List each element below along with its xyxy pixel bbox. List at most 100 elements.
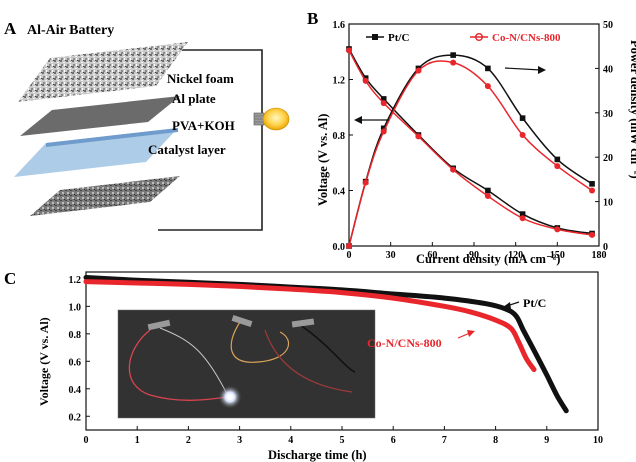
legend-marker-pt [372, 34, 378, 40]
chart-b-xtick-label: 30 [386, 250, 396, 261]
chart-c-series-line-co [83, 279, 537, 373]
chart-b-series-line-co-left [348, 50, 593, 236]
panel-a-title: Al-Air Battery [27, 23, 114, 38]
chart-c-xtick-label: 9 [544, 435, 549, 446]
chart-c-xtick-label: 4 [288, 435, 293, 446]
chart-b-xtick-label: 60 [427, 250, 437, 261]
chart-b-plot [346, 46, 596, 249]
chart-c-xlabel: Discharge time (h) [268, 448, 367, 462]
chart-b-point-co [484, 193, 491, 200]
chart-b-point-co [346, 243, 352, 249]
light-bulb-icon [253, 107, 290, 131]
chart-b-point-pt [380, 125, 387, 132]
chart-c-xtick-label: 10 [593, 435, 603, 446]
left-axis-arrow [354, 116, 389, 124]
al-plate-layer-graphic [20, 96, 180, 136]
chart-b-ylabel: Voltage (V vs. Al) [316, 114, 330, 206]
chart-b-ytick-label: 1.6 [333, 20, 346, 31]
chart-b-series-line-pt-right [348, 54, 593, 247]
chart-b-xtick-label: 0 [347, 250, 352, 261]
inset-clip-1 [147, 319, 171, 331]
chart-b-point-pt [450, 52, 456, 58]
chart-b-point-pt [519, 115, 526, 121]
chart-b-point-co [380, 100, 387, 107]
label-co: Co-N/CNs-800 [367, 330, 475, 350]
inset-wire-black [299, 324, 356, 373]
chart-c-xtick-label: 0 [84, 435, 89, 446]
pva-koh-edge [46, 128, 178, 147]
chart-b-xtick-label: 90 [469, 250, 479, 261]
chart-b-point-co [519, 132, 526, 138]
chart-b-xtick-label: 120 [508, 250, 523, 261]
chart-b-point-co [554, 163, 561, 170]
chart-c-plot [83, 274, 569, 414]
chart-b-point-co [450, 166, 457, 173]
chart-b-point-co [415, 133, 422, 140]
chart-c-xtick-label: 1 [135, 435, 140, 446]
chart-c-ylabel: Voltage (V vs. Al) [37, 317, 51, 406]
chart-c-xtick-label: 8 [493, 435, 498, 446]
chart-b-point-co [362, 179, 369, 186]
layer-label-al-plate: Al plate [172, 91, 216, 106]
chart-c-ytick-label: 1.2 [69, 275, 82, 286]
chart-c-ytick-label: 0.8 [69, 330, 82, 341]
chart-c-ytick-label: 0.6 [69, 357, 82, 368]
legend-label-pt: Pt/C [388, 32, 409, 44]
chart-b-point-co [415, 67, 422, 74]
label-pt-text: Pt/C [523, 296, 546, 310]
chart-b-point-pt [485, 187, 491, 194]
chart-b-point-co [554, 226, 561, 233]
inset-clip-2 [231, 315, 253, 327]
chart-b-legend: Pt/C Co-N/CNs-800 [366, 32, 561, 44]
chart-b-point-co [484, 83, 491, 90]
panel-b: B 0 30 60 90 120 150 180 0.0 0.4 0.8 1.2 1.6 0 10 20 30… [307, 9, 636, 266]
chart-c-ytick-label: 0.4 [69, 385, 82, 396]
chart-b-point-co [589, 187, 596, 194]
inset-wire-white [159, 327, 229, 397]
chart-b-point-pt [380, 96, 387, 102]
chart-b-y2tick-label: 50 [603, 20, 613, 31]
chart-b-point-pt [485, 65, 491, 72]
legend-label-co: Co-N/CNs-800 [492, 32, 561, 44]
chart-b-y2label: Power density (mW cm⁻²) [628, 40, 636, 179]
chart-b-xtick-label: 150 [550, 250, 565, 261]
legend-marker-co [475, 33, 484, 42]
chart-b-y2tick-label: 0 [603, 242, 608, 253]
panel-a: A Al-Air Battery Nickel foam Al plate PV… [4, 19, 290, 231]
chart-b-point-co [362, 77, 369, 84]
label-co-text: Co-N/CNs-800 [367, 336, 442, 350]
chart-c-xtick-label: 5 [340, 435, 345, 446]
panel-c: C 0 1 2 3 4 5 6 7 8 9 10 0.2 0.4 0.6 0.8 1.0 1.2 Pt/C [4, 269, 603, 462]
inset-wire-dark-red [264, 329, 353, 393]
chart-b-ytick-label: 0.4 [333, 187, 346, 198]
chart-b-ytick-label: 0.8 [333, 131, 346, 142]
layer-label-nickel-foam: Nickel foam [167, 71, 234, 86]
chart-b-series-line-co-right [348, 60, 593, 247]
chart-b-point-co [380, 128, 387, 135]
chart-c-xtick-label: 2 [186, 435, 191, 446]
panel-c-letter: C [4, 269, 16, 288]
catalyst-layer-graphic [30, 176, 180, 216]
chart-b-point-pt [589, 181, 595, 187]
inset-wire-red [128, 329, 229, 401]
label-pt: Pt/C [503, 296, 546, 310]
chart-b-series-line-pt-left [348, 48, 593, 235]
chart-b-point-pt [519, 211, 526, 217]
inset-led [227, 394, 233, 400]
inset-wire-orange [230, 321, 290, 363]
panel-a-letter: A [4, 19, 17, 38]
chart-b-point-pt [554, 156, 561, 163]
right-axis-arrow [504, 66, 546, 74]
layer-label-catalyst: Catalyst layer [148, 142, 226, 157]
chart-c-xtick-label: 6 [391, 435, 396, 446]
chart-b-xlabel: Current density (mA cm⁻²) [416, 252, 560, 266]
chart-b-point-co [346, 47, 352, 54]
panel-b-letter: B [307, 9, 318, 28]
chart-b-ytick-label: 1.2 [333, 76, 346, 87]
chart-b-y2tick-label: 40 [603, 64, 613, 75]
nickel-foam-layer-graphic [18, 42, 188, 102]
chart-b-axes: 0 30 60 90 120 150 180 0.0 0.4 0.8 1.2 1.6 0 10 20 30 40… [333, 20, 614, 261]
chart-b-point-co [519, 215, 526, 222]
chart-c-xtick-label: 3 [237, 435, 242, 446]
